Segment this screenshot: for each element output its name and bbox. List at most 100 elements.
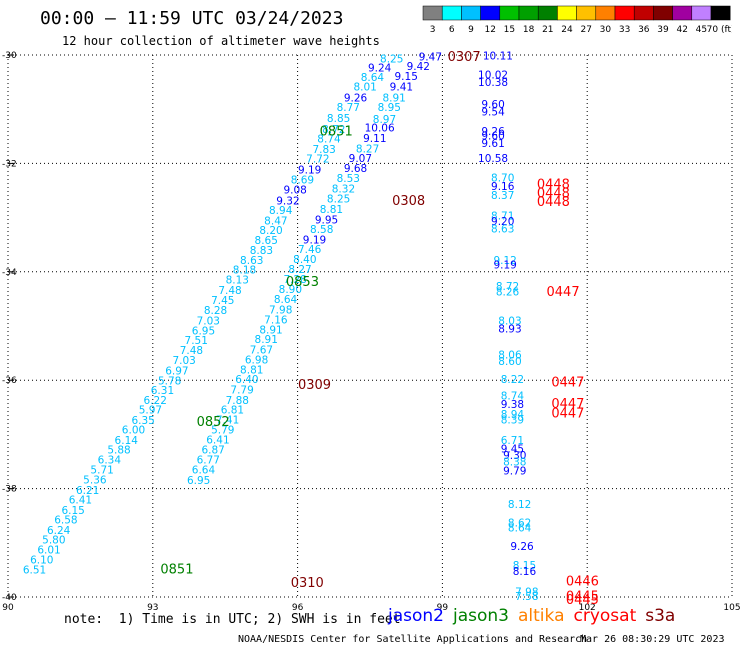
latitude-tick-label: -32 <box>2 159 17 169</box>
pass-time-label: 0851 <box>320 124 353 139</box>
wave-height-label: 6.64 <box>192 465 216 477</box>
wave-height-label: 7.41 <box>216 414 239 426</box>
latitude-tick-label: -40 <box>2 593 17 603</box>
wave-height-label: 7.83 <box>312 144 335 156</box>
wave-height-label: 6.87 <box>201 445 224 457</box>
latitude-tick-label: -38 <box>2 485 17 495</box>
color-scale-bar: 3 6 9 12 15 18 21 24 27 30 33 36 39 42 45 70 (ft) <box>422 5 732 35</box>
wave-height-label: 8.93 <box>498 323 521 335</box>
longitude-tick-label: 105 <box>723 603 740 613</box>
wave-height-label: 8.94 <box>269 205 293 217</box>
wave-height-label: 8.64 <box>508 523 532 535</box>
footer-credit: NOAA/NESDIS Center for Satellite Applica… <box>238 634 588 645</box>
wave-height-label: 7.51 <box>185 335 208 347</box>
wave-height-label: 9.19 <box>493 259 516 271</box>
wave-height-label: 6.22 <box>144 395 167 407</box>
wave-height-label: 9.42 <box>407 61 430 73</box>
wave-height-label: 8.95 <box>378 102 401 114</box>
wave-height-label: 6.41 <box>69 495 92 507</box>
wave-height-label: 9.41 <box>390 82 413 94</box>
wave-height-label: 6.35 <box>131 415 154 427</box>
wave-height-label: 7.48 <box>218 285 241 297</box>
wave-height-label: 9.19 <box>303 234 326 246</box>
color-scale-label: 18 <box>523 25 535 35</box>
wave-height-label: 7.03 <box>172 355 195 367</box>
wave-height-label: 7.46 <box>298 244 322 256</box>
color-scale-label: 21 <box>542 25 553 35</box>
wave-height-label: 8.94 <box>501 409 525 421</box>
wave-height-label: 5.97 <box>139 405 162 417</box>
longitude-tick-label: 93 <box>147 603 158 613</box>
legend-item-jason2: jason2 <box>388 606 444 626</box>
wave-height-label: 9.61 <box>481 138 504 150</box>
wave-height-label: 8.74 <box>317 134 341 146</box>
wave-height-label: 9.26 <box>344 92 368 104</box>
pass-time-label: 0448 <box>537 178 570 193</box>
wave-height-label: 9.45 <box>501 444 524 456</box>
wave-height-label: 6.97 <box>165 366 188 378</box>
pass-time-label: 0851 <box>160 562 193 577</box>
wave-height-label: 7.16 <box>264 315 288 327</box>
page-title: 00:00 – 11:59 UTC 03/24/2023 <box>40 8 344 29</box>
wave-height-label: 8.38 <box>503 457 526 469</box>
pass-time-label: 0448 <box>537 195 570 210</box>
pass-time-label: 0308 <box>392 194 425 209</box>
longitude-tick-label: 99 <box>437 603 449 613</box>
wave-height-label: 8.64 <box>361 72 385 84</box>
longitude-tick-label: 102 <box>579 603 596 613</box>
wave-height-label: 8.40 <box>293 254 316 266</box>
wave-height-label: 5.80 <box>42 535 65 547</box>
wave-height-label: 6.95 <box>187 475 210 487</box>
longitude-tick-label: 96 <box>292 603 304 613</box>
wave-height-label: 8.91 <box>255 334 278 346</box>
wave-height-label: 6.01 <box>37 544 60 556</box>
wave-height-label: 8.32 <box>332 183 355 195</box>
color-scale-label: 39 <box>657 25 669 35</box>
wave-height-label: 9.68 <box>344 163 367 175</box>
longitude-tick-label: 90 <box>2 603 14 613</box>
satellite-legend: jason2 jason3 altika cryosat s3a <box>388 606 684 626</box>
wave-height-label: 5.71 <box>90 465 113 477</box>
pass-time-label: 0447 <box>551 397 584 412</box>
latitude-tick-label: -34 <box>2 268 17 278</box>
color-scale-label: 45 <box>696 25 707 35</box>
wave-height-label: 6.14 <box>115 435 139 447</box>
wave-height-label: 7.48 <box>180 345 203 357</box>
wave-height-label: 9.19 <box>298 164 321 176</box>
wave-height-label: 6.15 <box>61 505 84 517</box>
wave-height-label: 8.18 <box>233 265 256 277</box>
wave-height-label: 10.58 <box>478 153 508 165</box>
wave-height-label: 6.40 <box>235 374 258 386</box>
color-scale-label: 30 <box>600 25 612 35</box>
wave-height-label: 9.08 <box>283 185 306 197</box>
wave-height-label: 8.53 <box>337 173 360 185</box>
pass-time-label: 0448 <box>537 186 570 201</box>
latitude-tick-label: -36 <box>2 376 17 386</box>
wave-height-label: 6.10 <box>30 555 53 567</box>
wave-height-label: 7.79 <box>230 384 253 396</box>
pass-time-label: 0447 <box>551 375 584 390</box>
wave-height-label: 7.98 <box>515 587 538 599</box>
footer-timestamp: Mar 26 08:30:29 UTC 2023 <box>580 634 725 645</box>
wave-height-label: 8.58 <box>310 224 333 236</box>
color-scale-label: 15 <box>504 25 515 35</box>
wave-height-label: 8.62 <box>508 517 531 529</box>
wave-height-label: 10.11 <box>483 51 513 63</box>
wave-height-label: 8.69 <box>291 175 314 187</box>
wave-height-label: 8.77 <box>337 102 360 114</box>
page-subtitle: 12 hour collection of altimeter wave hei… <box>62 34 380 48</box>
wave-height-label: 7.72 <box>306 154 329 166</box>
color-swatch <box>710 5 731 21</box>
wave-height-label: 7.88 <box>226 395 249 407</box>
wave-height-label: 8.63 <box>240 255 263 267</box>
wave-height-label: 10.38 <box>478 77 508 89</box>
wave-height-label: 8.03 <box>498 316 521 328</box>
legend-item-s3a: s3a <box>645 606 676 626</box>
wave-height-label: 10.02 <box>478 70 508 82</box>
wave-height-label: 8.28 <box>204 305 227 317</box>
wave-height-label: 6.98 <box>245 355 268 367</box>
color-scale-label: 70 (ft) <box>707 25 732 35</box>
wave-height-label: 5.36 <box>83 474 107 486</box>
wave-height-label: 8.25 <box>380 53 403 65</box>
